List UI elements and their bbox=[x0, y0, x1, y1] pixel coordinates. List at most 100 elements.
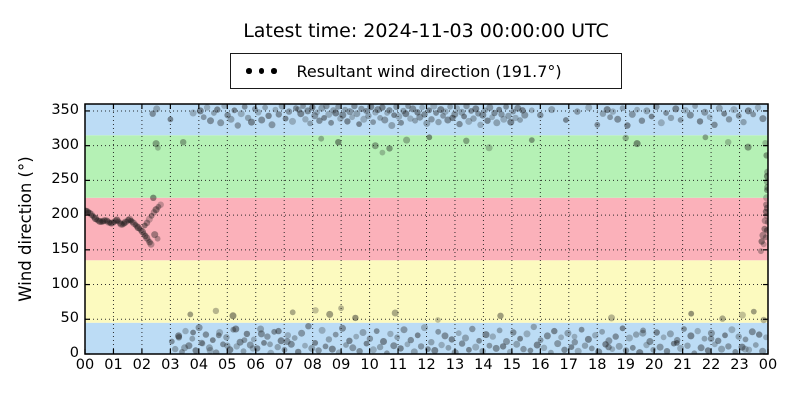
data-point bbox=[423, 119, 431, 127]
band-45-135 bbox=[85, 260, 768, 323]
y-tick-label: 0 bbox=[69, 345, 79, 361]
data-point bbox=[492, 344, 500, 352]
data-point bbox=[295, 106, 302, 113]
data-point bbox=[342, 106, 348, 113]
data-point bbox=[223, 334, 230, 341]
data-point bbox=[421, 324, 428, 332]
data-point bbox=[507, 118, 515, 126]
data-point bbox=[379, 149, 386, 156]
data-point bbox=[207, 117, 214, 125]
data-point bbox=[339, 111, 347, 119]
x-tick-label: 01 bbox=[104, 357, 123, 373]
data-point bbox=[715, 337, 722, 344]
data-point bbox=[337, 115, 344, 122]
data-point bbox=[268, 121, 276, 129]
data-point bbox=[715, 104, 723, 112]
data-point bbox=[760, 241, 767, 248]
data-point bbox=[425, 346, 431, 352]
data-point bbox=[759, 115, 767, 123]
data-point bbox=[653, 329, 660, 336]
data-point bbox=[168, 338, 175, 345]
data-point bbox=[211, 110, 217, 116]
data-point bbox=[125, 216, 132, 224]
data-point bbox=[212, 307, 220, 315]
data-point bbox=[229, 312, 237, 320]
data-point bbox=[391, 309, 399, 317]
data-point bbox=[574, 108, 581, 115]
data-point bbox=[325, 110, 333, 118]
data-point bbox=[599, 328, 605, 335]
data-point bbox=[94, 217, 100, 223]
data-point bbox=[407, 115, 414, 122]
data-point bbox=[486, 104, 494, 111]
data-point bbox=[190, 329, 197, 336]
data-point bbox=[440, 112, 446, 119]
data-point bbox=[267, 341, 273, 348]
data-point bbox=[466, 346, 472, 353]
data-point bbox=[430, 104, 438, 110]
data-point bbox=[277, 337, 285, 345]
x-tick-label: 16 bbox=[531, 357, 550, 373]
data-point bbox=[513, 340, 521, 348]
band-225-315 bbox=[85, 135, 768, 198]
data-point bbox=[758, 248, 764, 255]
data-point bbox=[574, 347, 582, 354]
data-point bbox=[441, 332, 449, 340]
data-point bbox=[244, 114, 252, 122]
data-point bbox=[462, 334, 469, 342]
data-point bbox=[172, 345, 179, 353]
data-point bbox=[112, 217, 119, 224]
data-point bbox=[373, 328, 380, 334]
data-point bbox=[735, 112, 742, 119]
data-point bbox=[548, 106, 556, 114]
data-point bbox=[275, 111, 282, 118]
data-point bbox=[291, 335, 298, 341]
data-point bbox=[167, 116, 174, 123]
data-point bbox=[255, 109, 262, 116]
legend-dot-icon bbox=[258, 68, 264, 74]
data-point bbox=[510, 329, 517, 336]
x-tick-label: 13 bbox=[445, 357, 465, 373]
legend-label: Resultant wind direction (191.7°) bbox=[296, 61, 562, 81]
data-point bbox=[237, 110, 245, 118]
data-point bbox=[468, 108, 474, 114]
data-point bbox=[489, 333, 496, 340]
data-point bbox=[514, 104, 522, 112]
data-point bbox=[405, 104, 411, 109]
data-point bbox=[356, 348, 363, 354]
data-point bbox=[400, 326, 408, 334]
data-point bbox=[289, 117, 296, 125]
data-point bbox=[226, 346, 234, 354]
data-point bbox=[701, 108, 709, 116]
data-point bbox=[240, 348, 247, 354]
data-point bbox=[155, 203, 162, 210]
data-point bbox=[707, 329, 715, 337]
data-point bbox=[476, 337, 482, 344]
data-point bbox=[763, 152, 768, 159]
x-tick-label: 10 bbox=[360, 357, 379, 373]
data-point bbox=[258, 116, 266, 124]
data-point bbox=[615, 342, 623, 350]
data-point bbox=[756, 331, 763, 338]
data-point bbox=[381, 116, 389, 124]
data-point bbox=[479, 111, 487, 119]
data-point bbox=[696, 118, 704, 125]
x-tick-label: 19 bbox=[616, 357, 635, 373]
data-point bbox=[706, 114, 713, 121]
data-point bbox=[697, 344, 705, 352]
data-point bbox=[349, 344, 357, 352]
legend-scatter-marker-dots bbox=[246, 68, 277, 74]
data-point bbox=[353, 333, 360, 340]
data-point bbox=[638, 117, 646, 124]
data-point bbox=[619, 105, 626, 112]
data-point bbox=[98, 219, 105, 226]
data-point bbox=[681, 326, 687, 332]
legend: Resultant wind direction (191.7°) bbox=[230, 53, 622, 89]
data-point bbox=[614, 115, 622, 123]
data-point bbox=[231, 107, 238, 114]
data-point bbox=[346, 108, 354, 116]
data-point bbox=[180, 139, 187, 146]
data-point bbox=[189, 109, 197, 117]
data-point bbox=[624, 122, 631, 129]
